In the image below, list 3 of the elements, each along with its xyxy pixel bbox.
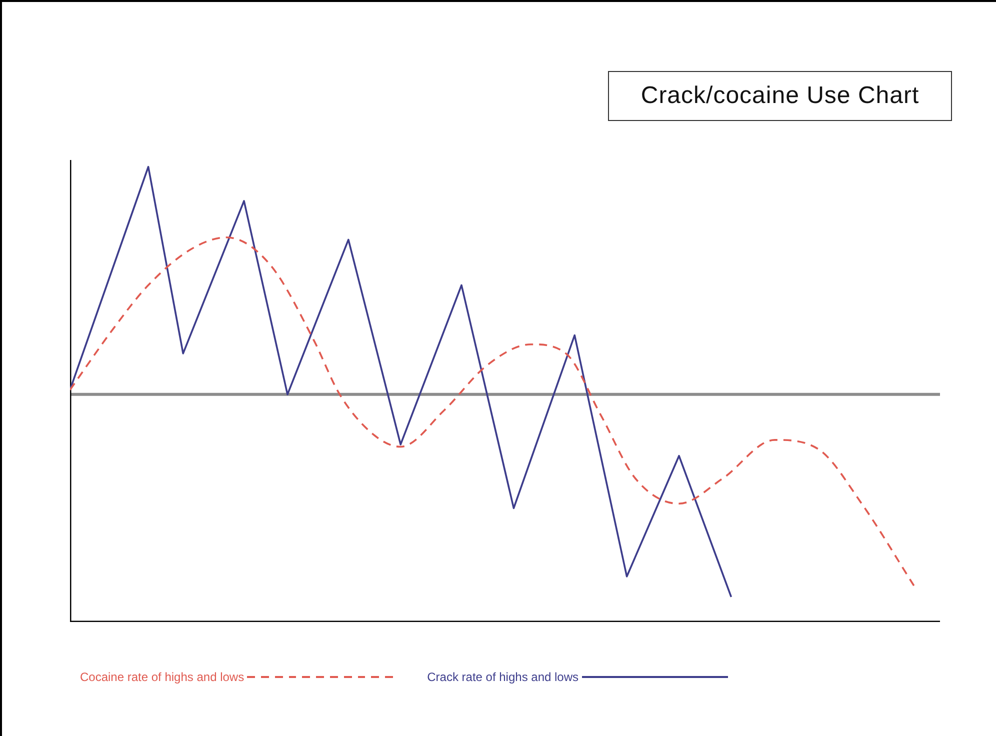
text: Crack rate of highs and lows: [427, 670, 579, 684]
chart-title: Crack/cocaine Use Chart: [608, 71, 952, 121]
legend-label: Cocaine rate of highs and lows: [80, 670, 244, 684]
